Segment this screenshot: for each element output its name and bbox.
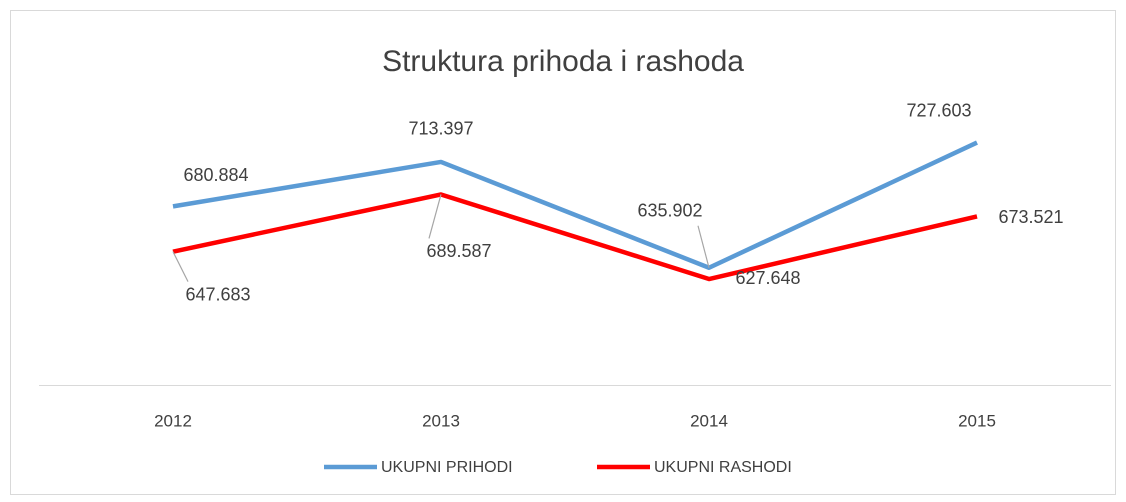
leader-line <box>172 251 189 282</box>
chart-title: Struktura prihoda i rashoda <box>382 45 744 78</box>
leader-line <box>697 225 710 268</box>
line-series <box>172 192 978 282</box>
data-label: 713.397 <box>408 119 473 139</box>
data-label: 627.648 <box>735 268 800 288</box>
chart-frame <box>10 10 1116 495</box>
legend-label: UKUPNI PRIHODI <box>381 459 513 476</box>
data-label: 727.603 <box>906 100 971 120</box>
data-label: 673.521 <box>998 207 1063 227</box>
data-label: 647.683 <box>185 284 250 304</box>
x-tick-label: 2012 <box>154 411 192 430</box>
leader-line <box>428 194 442 239</box>
data-label: 635.902 <box>637 200 702 220</box>
x-tick-label: 2015 <box>958 411 996 430</box>
line-series <box>172 140 978 270</box>
data-label: 680.884 <box>183 165 248 185</box>
x-tick-label: 2013 <box>422 411 460 430</box>
data-label: 689.587 <box>426 241 491 261</box>
legend-label: UKUPNI RASHODI <box>654 459 792 476</box>
x-tick-label: 2014 <box>690 411 728 430</box>
